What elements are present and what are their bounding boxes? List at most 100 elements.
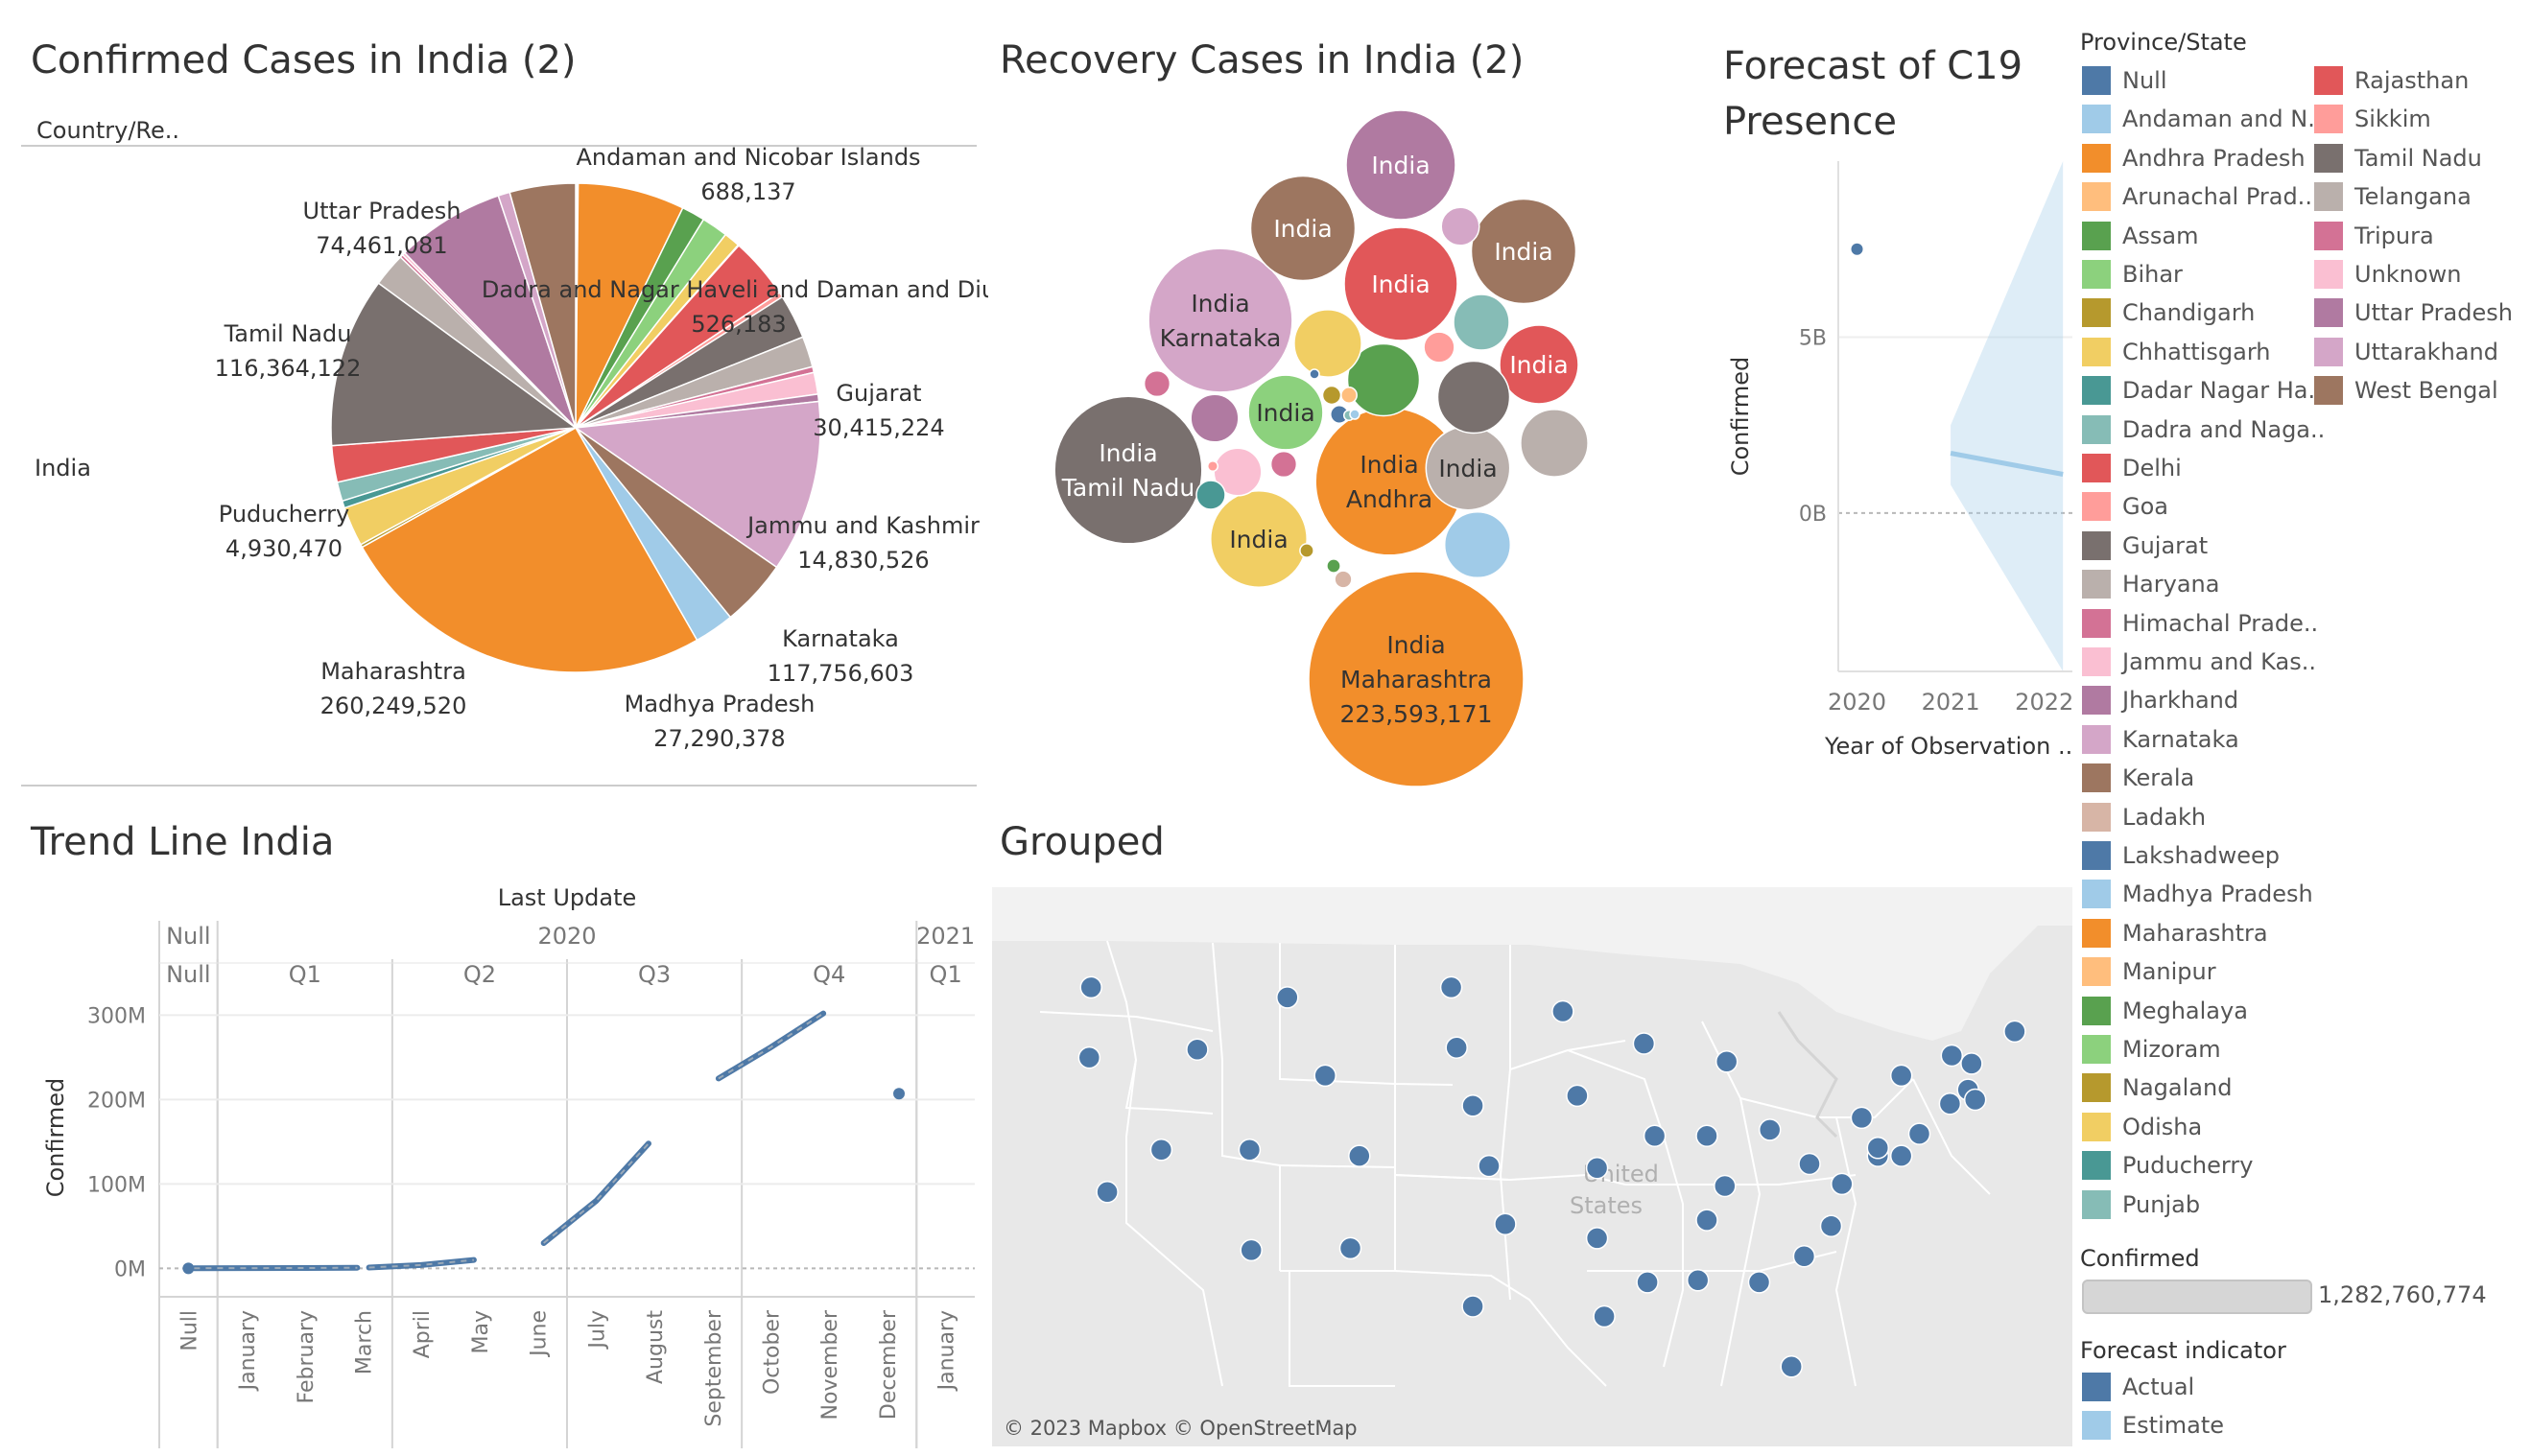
bubble-chandigarh[interactable] — [1321, 385, 1342, 406]
legend-item-jammu-and-kas[interactable]: Jammu and Kas.. — [2082, 645, 2316, 679]
legend-item-madhya-pradesh[interactable]: Madhya Pradesh — [2082, 877, 2313, 911]
map-point-30[interactable] — [1695, 1209, 1718, 1232]
trend-segment-2[interactable] — [366, 1256, 477, 1271]
legend-item-haryana[interactable]: Haryana — [2082, 567, 2219, 601]
map-point-26[interactable] — [1686, 1269, 1710, 1292]
bubble-sikkim[interactable] — [1206, 459, 1219, 473]
legend-item-dadar-nagar-ha[interactable]: Dadar Nagar Ha.. — [2082, 373, 2323, 408]
trend-point-5[interactable] — [893, 1088, 905, 1100]
legend-item-ladakh[interactable]: Ladakh — [2082, 800, 2206, 834]
map-point-9[interactable] — [1348, 1144, 1371, 1167]
map-point-37[interactable] — [1850, 1106, 1874, 1130]
legend-item-rajasthan[interactable]: Rajasthan — [2314, 63, 2469, 98]
bubble-nagaland[interactable] — [1299, 543, 1314, 558]
map-point-38[interactable] — [1889, 1064, 1913, 1088]
legend-item-bihar[interactable]: Bihar — [2082, 257, 2183, 292]
legend-item-uttar-pradesh[interactable]: Uttar Pradesh — [2314, 295, 2513, 330]
legend-item-arunachal-prad[interactable]: Arunachal Prad.. — [2082, 179, 2312, 214]
legend-item-tamil-nadu[interactable]: Tamil Nadu — [2314, 141, 2482, 176]
legend-item-andhra-pradesh[interactable]: Andhra Pradesh — [2082, 141, 2306, 176]
forecast-estimate-line[interactable] — [1950, 451, 2064, 477]
map-point-25[interactable] — [1695, 1124, 1718, 1147]
trend-segment-3[interactable] — [540, 1140, 651, 1246]
bubble-goa[interactable] — [1423, 331, 1455, 364]
legend-item-west-bengal[interactable]: West Bengal — [2314, 373, 2498, 408]
forecast-legend-estimate[interactable]: Estimate — [2082, 1408, 2224, 1443]
legend-item-punjab[interactable]: Punjab — [2082, 1187, 2200, 1222]
legend-item-lakshadweep[interactable]: Lakshadweep — [2082, 838, 2280, 873]
map-point-47[interactable] — [1938, 1092, 1962, 1115]
legend-item-odisha[interactable]: Odisha — [2082, 1110, 2202, 1144]
map-point-40[interactable] — [1889, 1144, 1913, 1167]
legend-item-himachal-prade[interactable]: Himachal Prade.. — [2082, 606, 2318, 641]
us-map[interactable]: United States © 2023 Mapbox © OpenStreet… — [992, 887, 2072, 1446]
map-point-16[interactable] — [1461, 1295, 1484, 1318]
map-point-43[interactable] — [1940, 1044, 1964, 1068]
bubble-uttarakhand[interactable] — [1440, 206, 1480, 247]
map-point-6[interactable] — [1238, 1139, 1262, 1162]
bubble-rajasthan[interactable] — [1499, 324, 1579, 405]
map-point-31[interactable] — [1747, 1271, 1771, 1294]
legend-item-chhattisgarh[interactable]: Chhattisgarh — [2082, 335, 2270, 369]
legend-item-assam[interactable]: Assam — [2082, 219, 2199, 253]
map-point-48[interactable] — [1963, 1088, 1987, 1112]
map-point-13[interactable] — [1461, 1094, 1484, 1117]
map-point-2[interactable] — [1096, 1181, 1119, 1204]
bubble-maharashtra[interactable] — [1308, 571, 1525, 787]
legend-item-goa[interactable]: Goa — [2082, 489, 2168, 524]
legend-item-tripura[interactable]: Tripura — [2314, 219, 2434, 253]
legend-item-manipur[interactable]: Manipur — [2082, 954, 2216, 989]
pie-slice-west-bengal[interactable] — [509, 182, 577, 429]
legend-item-maharashtra[interactable]: Maharashtra — [2082, 916, 2268, 951]
bubble-meghalaya[interactable] — [1346, 342, 1421, 417]
legend-item-puducherry[interactable]: Puducherry — [2082, 1148, 2253, 1183]
map-point-15[interactable] — [1494, 1212, 1517, 1235]
map-point-1[interactable] — [1077, 1045, 1101, 1069]
forecast-legend-actual[interactable]: Actual — [2082, 1370, 2194, 1404]
map-point-45[interactable] — [2003, 1020, 2026, 1044]
map-point-10[interactable] — [1338, 1236, 1362, 1260]
legend-item-kerala[interactable]: Kerala — [2082, 761, 2194, 795]
map-point-20[interactable] — [1585, 1227, 1609, 1250]
map-point-0[interactable] — [1079, 975, 1102, 999]
legend-item-sikkim[interactable]: Sikkim — [2314, 102, 2431, 136]
bubble-karnataka[interactable] — [1147, 247, 1293, 393]
bubble-chhattisgarh[interactable] — [1210, 490, 1308, 588]
legend-item-gujarat[interactable]: Gujarat — [2082, 528, 2208, 563]
legend-item-meghalaya[interactable]: Meghalaya — [2082, 994, 2248, 1028]
map-point-14[interactable] — [1478, 1154, 1501, 1178]
map-point-23[interactable] — [1643, 1124, 1667, 1147]
map-point-44[interactable] — [1960, 1052, 1983, 1075]
bubble-west-bengal[interactable] — [1470, 198, 1577, 305]
pie-slice-tamil-nadu[interactable] — [330, 282, 579, 447]
bubble-andaman-and-n[interactable] — [1349, 409, 1360, 420]
map-point-42[interactable] — [1866, 1137, 1890, 1160]
map-point-36[interactable] — [1798, 1152, 1821, 1176]
map-point-21[interactable] — [1593, 1304, 1616, 1328]
pie-slice-andhra-pradesh[interactable] — [575, 182, 684, 429]
legend-item-unknown[interactable]: Unknown — [2314, 257, 2461, 292]
legend-item-uttarakhand[interactable]: Uttarakhand — [2314, 335, 2498, 369]
bubble-telangana[interactable] — [1520, 409, 1589, 478]
pie-slice-uttar-pradesh[interactable] — [403, 195, 577, 429]
bubble-jharkhand[interactable] — [1190, 393, 1240, 443]
map-point-28[interactable] — [1758, 1118, 1782, 1141]
bubble-tamil-nadu[interactable] — [1053, 395, 1203, 545]
legend-item-andaman-and-n[interactable]: Andaman and N.. — [2082, 102, 2323, 136]
legend-item-karnataka[interactable]: Karnataka — [2082, 722, 2239, 757]
map-point-17[interactable] — [1551, 999, 1574, 1023]
forecast-actual-point-0[interactable] — [1851, 243, 1863, 255]
legend-item-dadra-and-naga[interactable]: Dadra and Naga.. — [2082, 412, 2325, 447]
map-attribution[interactable]: © 2023 Mapbox © OpenStreetMap — [1004, 1417, 1358, 1440]
map-point-7[interactable] — [1240, 1238, 1263, 1262]
bubble-madhya-pradesh[interactable] — [1443, 510, 1512, 579]
trend-point-0[interactable] — [182, 1262, 195, 1275]
bubble-delhi[interactable] — [1343, 226, 1458, 341]
legend-item-jharkhand[interactable]: Jharkhand — [2082, 683, 2238, 717]
bubble-gujarat[interactable] — [1436, 360, 1511, 434]
map-point-34[interactable] — [1819, 1214, 1843, 1238]
map-point-5[interactable] — [1276, 986, 1299, 1009]
bubble-himachal-prade[interactable] — [1143, 369, 1171, 398]
legend-item-null[interactable]: Null — [2082, 63, 2167, 98]
legend-item-mizoram[interactable]: Mizoram — [2082, 1032, 2221, 1067]
